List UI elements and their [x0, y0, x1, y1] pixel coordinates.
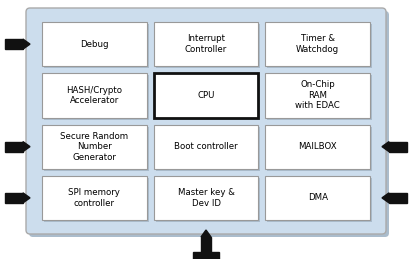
Polygon shape	[23, 39, 30, 49]
Text: MAILBOX: MAILBOX	[298, 142, 337, 151]
Bar	[154, 176, 259, 220]
Text: On-Chip
RAM
with EDAC: On-Chip RAM with EDAC	[295, 81, 340, 110]
Bar	[389, 142, 407, 152]
Bar	[42, 73, 147, 118]
Polygon shape	[201, 230, 211, 237]
Bar	[265, 22, 370, 66]
Text: SPI memory
controller: SPI memory controller	[69, 188, 120, 207]
Text: Interrupt
Controller: Interrupt Controller	[185, 34, 227, 54]
Bar	[156, 24, 260, 68]
Bar	[267, 24, 372, 68]
FancyBboxPatch shape	[29, 11, 389, 237]
Bar	[267, 126, 372, 171]
Bar	[265, 125, 370, 169]
Bar	[5, 142, 23, 152]
Polygon shape	[23, 193, 30, 203]
Polygon shape	[382, 193, 389, 203]
Text: Boot controller: Boot controller	[174, 142, 238, 151]
Bar	[42, 22, 147, 66]
Bar	[389, 193, 407, 203]
Bar	[5, 193, 23, 203]
Bar	[265, 176, 370, 220]
Polygon shape	[23, 142, 30, 152]
Bar	[201, 237, 211, 255]
Bar	[42, 125, 147, 169]
Text: HASH/Crypto
Accelerator: HASH/Crypto Accelerator	[66, 86, 122, 105]
Bar	[156, 126, 260, 171]
Bar	[154, 22, 259, 66]
Bar	[265, 73, 370, 118]
Bar	[267, 178, 372, 222]
Polygon shape	[382, 142, 389, 152]
Text: Timer &
Watchdog: Timer & Watchdog	[296, 34, 339, 54]
Text: Debug: Debug	[80, 40, 109, 49]
Text: Master key &
Dev ID: Master key & Dev ID	[178, 188, 235, 207]
Bar	[44, 178, 149, 222]
Text: CPU: CPU	[197, 91, 215, 100]
Text: DMA: DMA	[308, 193, 328, 202]
Bar	[193, 251, 219, 258]
Bar	[156, 75, 260, 119]
Text: Secure Random
Number
Generator: Secure Random Number Generator	[60, 132, 128, 162]
Bar	[44, 24, 149, 68]
Bar	[42, 176, 147, 220]
Bar	[44, 126, 149, 171]
Bar	[154, 73, 259, 118]
Bar	[5, 39, 23, 49]
Bar	[267, 75, 372, 119]
Bar	[156, 178, 260, 222]
Bar	[154, 125, 259, 169]
Bar	[44, 75, 149, 119]
FancyBboxPatch shape	[26, 8, 386, 234]
